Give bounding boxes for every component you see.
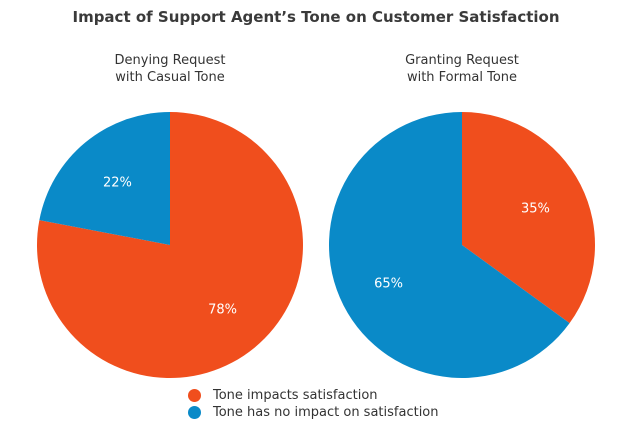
right-pie-subtitle: Granting Request with Formal Tone — [362, 52, 562, 86]
data-label: 78% — [208, 303, 237, 318]
legend-item-no-impact: Tone has no impact on satisfaction — [188, 405, 439, 420]
left-pie-subtitle: Denying Request with Casual Tone — [70, 52, 270, 86]
data-label: 22% — [103, 175, 132, 190]
pie-slice — [39, 112, 170, 245]
subtitle-line: with Formal Tone — [406, 70, 518, 85]
subtitle-line: with Casual Tone — [115, 70, 225, 85]
legend-label: Tone impacts satisfaction — [213, 388, 378, 403]
pie-slice — [328, 112, 570, 378]
legend-label: Tone has no impact on satisfaction — [213, 405, 439, 420]
chart-title: Impact of Support Agent’s Tone on Custom… — [72, 8, 560, 26]
legend-item-impacts: Tone impacts satisfaction — [188, 388, 378, 403]
legend-swatch — [188, 406, 201, 419]
pie-slice — [462, 112, 595, 324]
pie-slice — [36, 112, 303, 379]
subtitle-line: Granting Request — [405, 53, 519, 68]
legend-swatch — [188, 389, 201, 402]
data-label: 35% — [521, 202, 550, 217]
subtitle-line: Denying Request — [114, 53, 226, 68]
data-label: 65% — [374, 276, 403, 291]
